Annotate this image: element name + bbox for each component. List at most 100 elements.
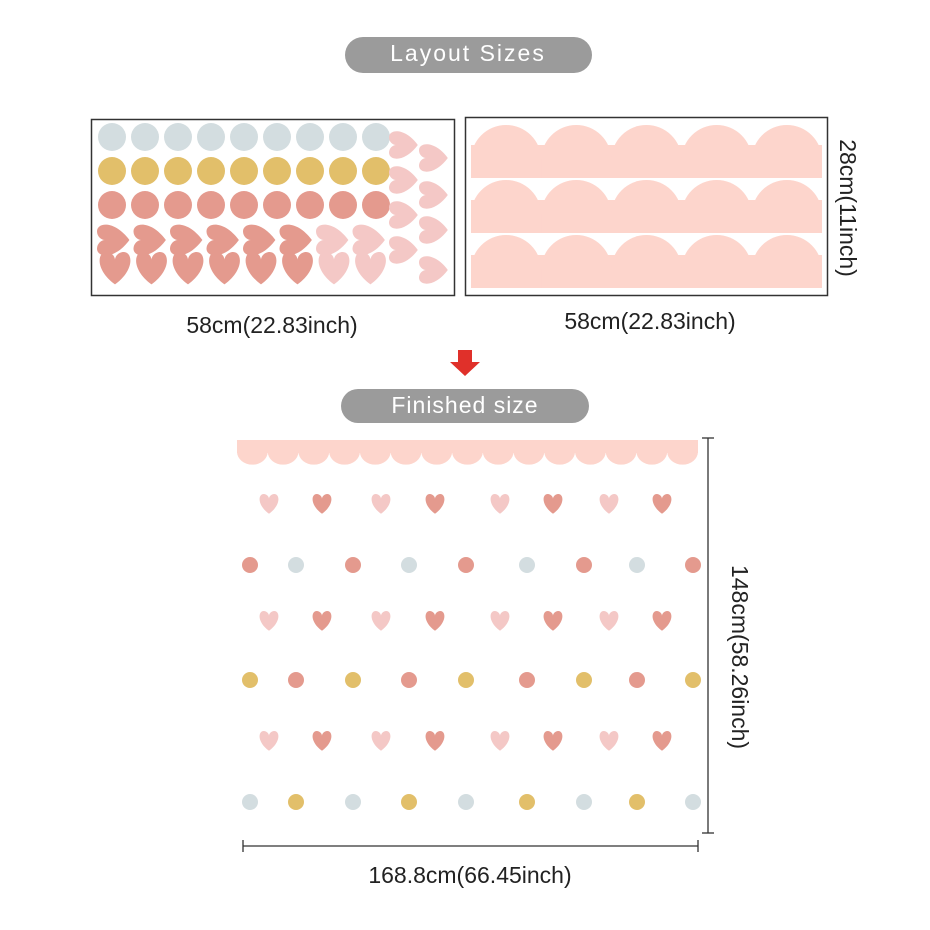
- dot: [263, 157, 291, 185]
- scallop: [329, 452, 360, 465]
- scallop: [421, 452, 453, 465]
- dot: [242, 672, 258, 688]
- scallop: [471, 180, 542, 233]
- heart: [99, 252, 131, 285]
- heart: [355, 252, 386, 285]
- dot: [576, 794, 592, 810]
- dot: [519, 557, 535, 573]
- dot: [98, 157, 126, 185]
- dot: [164, 157, 192, 185]
- dot: [263, 123, 291, 151]
- dot: [401, 794, 417, 810]
- scallop: [541, 124, 612, 178]
- heart: [419, 216, 448, 244]
- dot: [197, 123, 225, 151]
- heart: [389, 201, 418, 229]
- dot: [197, 191, 225, 219]
- heart: [652, 494, 672, 514]
- heart: [312, 611, 332, 631]
- dot: [288, 672, 304, 688]
- scallop: [541, 235, 612, 288]
- dot: [288, 557, 304, 573]
- heart: [389, 166, 418, 194]
- dot: [458, 672, 474, 688]
- sticker-sheet: [97, 123, 448, 285]
- dot: [242, 794, 258, 810]
- dot: [98, 191, 126, 219]
- dot: [131, 157, 159, 185]
- dot: [629, 672, 645, 688]
- dot: [230, 191, 258, 219]
- scallop: [513, 452, 545, 465]
- heart: [490, 731, 510, 751]
- heart: [209, 252, 240, 285]
- dot: [131, 191, 159, 219]
- layout-title: Layout Sizes: [390, 40, 546, 66]
- heart: [245, 252, 277, 285]
- scallop: [267, 452, 299, 465]
- heart: [133, 224, 166, 256]
- heart: [282, 252, 313, 285]
- dot: [345, 557, 361, 573]
- dot: [296, 123, 324, 151]
- heart: [419, 144, 448, 172]
- dot: [519, 672, 535, 688]
- heart: [352, 224, 385, 256]
- layout-panel-left: [90, 118, 456, 297]
- scallop: [611, 125, 682, 178]
- scallop: [681, 124, 752, 178]
- scallop: [611, 180, 682, 233]
- finished-width: 168.8cm(66.45inch): [368, 862, 571, 888]
- dot: [329, 123, 357, 151]
- dot: [576, 557, 592, 573]
- left-width: 58cm(22.83inch): [186, 312, 357, 338]
- scallop: [575, 452, 606, 465]
- heart: [389, 131, 418, 159]
- heart: [371, 611, 391, 631]
- dot: [164, 191, 192, 219]
- heart: [419, 256, 448, 284]
- dot: [230, 123, 258, 151]
- heart: [97, 224, 130, 256]
- scallop: [681, 180, 752, 233]
- heart: [543, 731, 563, 751]
- heart: [652, 731, 672, 751]
- dot: [685, 794, 701, 810]
- dot: [98, 123, 126, 151]
- scallop: [751, 180, 822, 233]
- scallop: [751, 235, 822, 288]
- heart: [543, 611, 563, 631]
- arrow: [450, 350, 480, 376]
- dot: [401, 557, 417, 573]
- dot: [458, 557, 474, 573]
- dot: [362, 123, 390, 151]
- dot: [685, 672, 701, 688]
- heart: [259, 731, 279, 751]
- heart: [599, 731, 619, 751]
- right-width: 58cm(22.83inch): [564, 308, 735, 334]
- dot: [576, 672, 592, 688]
- heart: [490, 611, 510, 631]
- dot: [345, 794, 361, 810]
- scallop: [544, 452, 576, 465]
- dot: [197, 157, 225, 185]
- heart: [136, 252, 167, 285]
- heart: [425, 611, 445, 631]
- heart: [599, 494, 619, 514]
- scallop: [681, 235, 752, 288]
- heart: [371, 494, 391, 514]
- scallop: [237, 452, 268, 465]
- scallop: [452, 452, 483, 465]
- scallop: [471, 235, 542, 288]
- scallop: [471, 124, 542, 178]
- scallop: [751, 124, 822, 178]
- dot: [288, 794, 304, 810]
- dot: [458, 794, 474, 810]
- dot: [401, 672, 417, 688]
- heart: [316, 224, 349, 256]
- scallop-band: [237, 440, 698, 453]
- dot: [329, 191, 357, 219]
- heart: [259, 494, 279, 514]
- dot: [242, 557, 258, 573]
